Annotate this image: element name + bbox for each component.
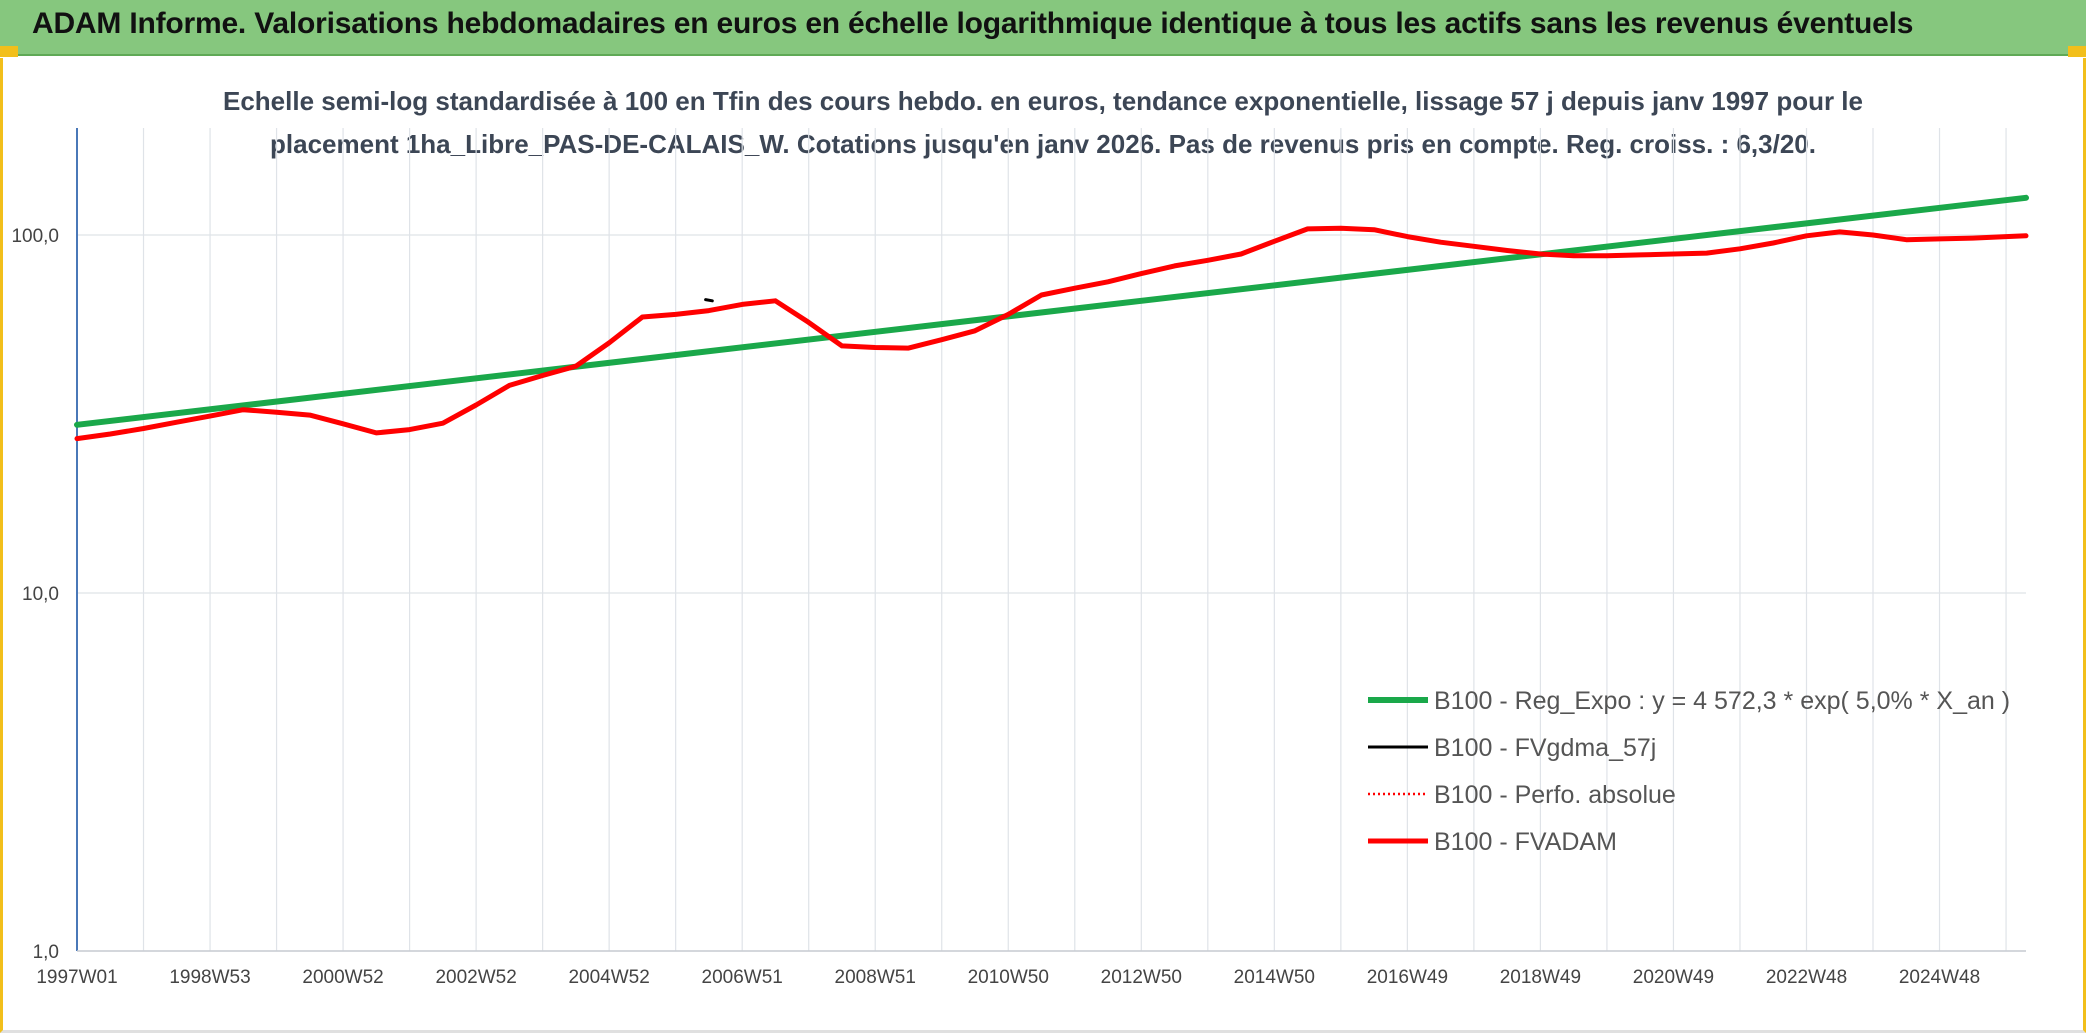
- legend-label: B100 - FVgdma_57j: [1434, 734, 1656, 762]
- x-tick-label: 1998W53: [169, 967, 250, 988]
- frame-corner-left: [0, 46, 18, 57]
- legend-label: B100 - Perfo. absolue: [1434, 781, 1676, 809]
- chart-subtitle-line-1: Echelle semi-log standardisée à 100 en T…: [222, 86, 1863, 116]
- series-line-1: [704, 298, 714, 303]
- banner-title: ADAM Informe. Valorisations hebdomadaire…: [32, 7, 1914, 40]
- x-tick-label: 2010W50: [968, 967, 1049, 988]
- grid-lines: [77, 128, 2026, 952]
- x-tick-label: 2018W49: [1500, 967, 1581, 988]
- x-tick-label: 2000W52: [302, 967, 383, 988]
- x-tick-label: 2016W49: [1367, 967, 1448, 988]
- x-tick-label: 1997W01: [36, 967, 117, 988]
- x-tick-label: 2004W52: [568, 967, 649, 988]
- y-tick-label: 100,0: [11, 226, 59, 247]
- legend-label: B100 - FVADAM: [1434, 828, 1617, 856]
- x-tick-label: 2012W50: [1101, 967, 1182, 988]
- x-tick-label: 2024W48: [1899, 967, 1980, 988]
- y-tick-label: 10,0: [22, 584, 59, 605]
- x-tick-label: 2008W51: [835, 967, 916, 988]
- series-line-3: [74, 225, 2029, 442]
- series-lines: [74, 194, 2029, 442]
- legend-label: B100 - Reg_Expo : y = 4 572,3 * exp( 5,0…: [1434, 687, 2010, 715]
- x-tick-label: 2020W49: [1633, 967, 1714, 988]
- x-tick-label: 2006W51: [702, 967, 783, 988]
- x-tick-label: 2002W52: [435, 967, 516, 988]
- frame-corner-right: [2068, 46, 2086, 57]
- chart-frame: [0, 58, 2086, 1033]
- chart-subtitle-line-2: placement 1ha_Libre_PAS-DE-CALAIS_W. Cot…: [270, 129, 1816, 159]
- y-tick-label: 1,0: [33, 942, 59, 963]
- legend: B100 - Reg_Expo : y = 4 572,3 * exp( 5,0…: [1368, 687, 2010, 856]
- title-banner: ADAM Informe. Valorisations hebdomadaire…: [0, 0, 2086, 56]
- x-tick-label: 2022W48: [1766, 967, 1847, 988]
- axes: 1,0 10,0 100,0 1997W01 1998W53 2000W52 2002W52…: [11, 128, 2026, 988]
- series-line-0: [74, 194, 2029, 428]
- x-tick-label: 2014W50: [1234, 967, 1315, 988]
